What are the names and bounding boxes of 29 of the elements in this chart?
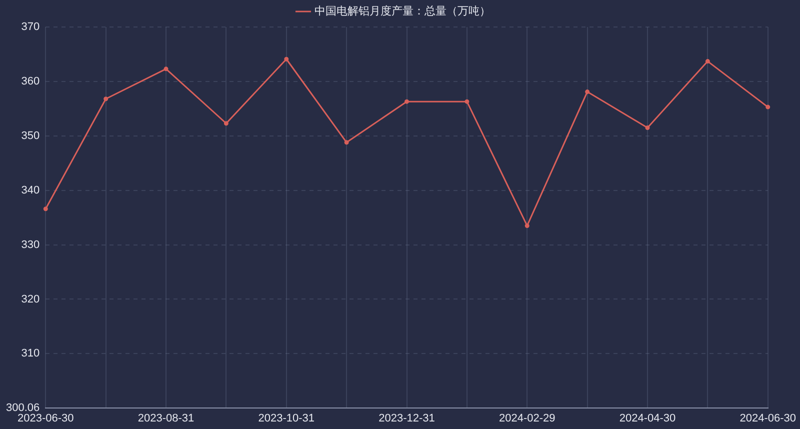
y-tick-label: 320	[21, 293, 40, 306]
point	[43, 206, 48, 212]
point	[164, 66, 168, 72]
y-tick-label: 370	[21, 21, 40, 34]
x-tick-label: 2023-12-31	[378, 412, 435, 424]
y-tick-label: 350	[21, 130, 40, 142]
point	[284, 56, 289, 62]
point	[104, 96, 108, 102]
x-tick-label: 2023-10-31	[258, 412, 315, 424]
point	[705, 59, 710, 64]
point	[766, 104, 770, 110]
y-tick-label: 340	[21, 184, 40, 196]
x-tick-label: 2024-06-30	[740, 412, 796, 424]
x-tick-label: 2024-02-29	[498, 412, 556, 424]
point	[224, 121, 228, 126]
legend-label: 中国电解铝月度产量：总量（万吨）	[314, 4, 490, 18]
point	[464, 99, 470, 104]
y-tick-label: 300.06	[6, 402, 40, 414]
point	[585, 90, 590, 94]
point	[645, 125, 650, 130]
y-tick-label: 310	[21, 348, 40, 360]
y-tick-label: 330	[21, 238, 40, 251]
x-tick-label: 2023-08-31	[138, 412, 194, 424]
x-tick-label: 2024-04-30	[619, 412, 676, 424]
x-tick-label: 2023-06-30	[18, 412, 74, 424]
point	[404, 99, 410, 104]
point	[524, 223, 530, 228]
y-tick-label: 360	[21, 75, 40, 88]
point	[344, 140, 349, 145]
